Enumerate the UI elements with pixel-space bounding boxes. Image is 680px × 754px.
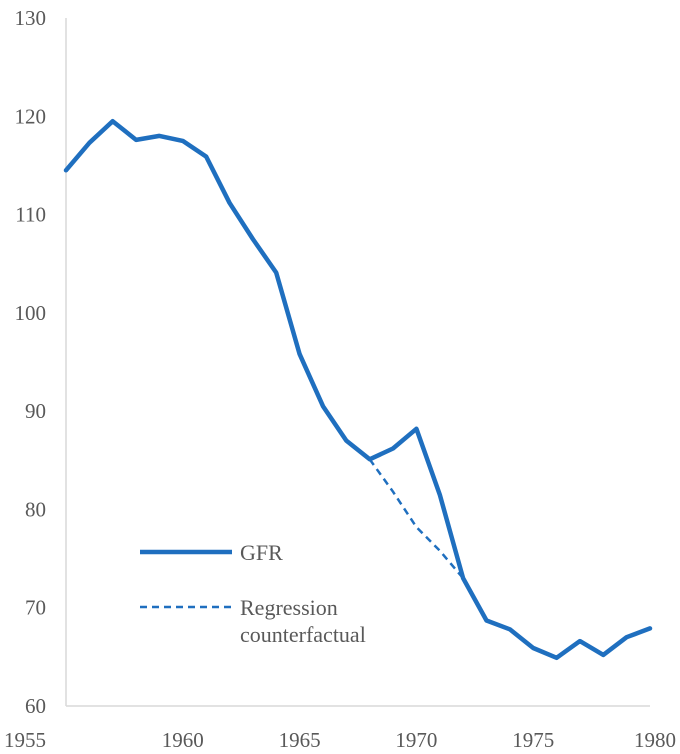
legend-label-gfr: GFR bbox=[240, 540, 283, 565]
y-tick-label: 80 bbox=[25, 497, 46, 521]
y-tick-label: 110 bbox=[15, 203, 46, 227]
legend-label-line-2: counterfactual bbox=[240, 622, 366, 647]
x-tick-label: 1975 bbox=[512, 728, 554, 752]
legend-label-regression-counterfactual: Regression counterfactual bbox=[240, 595, 366, 647]
y-tick-label: 120 bbox=[15, 104, 47, 128]
x-tick-label: 1965 bbox=[279, 728, 321, 752]
series-line-regression-counterfactual bbox=[368, 458, 465, 580]
y-tick-label: 60 bbox=[25, 694, 46, 718]
x-tick-label: 1980 bbox=[634, 728, 676, 752]
y-tick-label: 90 bbox=[25, 399, 46, 423]
x-tick-label: 1955 bbox=[4, 728, 46, 752]
series-line-gfr bbox=[63, 118, 653, 661]
x-tick-labels: 1955 1960 1965 1970 1975 1980 bbox=[4, 728, 676, 752]
y-tick-label: 130 bbox=[15, 6, 47, 30]
x-tick-label: 1960 bbox=[162, 728, 204, 752]
y-tick-labels: 60 70 80 90 100 110 120 130 bbox=[15, 6, 47, 718]
y-tick-label: 70 bbox=[25, 596, 46, 620]
y-tick-label: 100 bbox=[15, 301, 47, 325]
series-layer bbox=[63, 118, 653, 661]
legend: GFR Regression counterfactual bbox=[140, 540, 366, 647]
legend-label-line-1: Regression bbox=[240, 595, 338, 620]
x-tick-label: 1970 bbox=[395, 728, 437, 752]
axes bbox=[65, 18, 650, 707]
